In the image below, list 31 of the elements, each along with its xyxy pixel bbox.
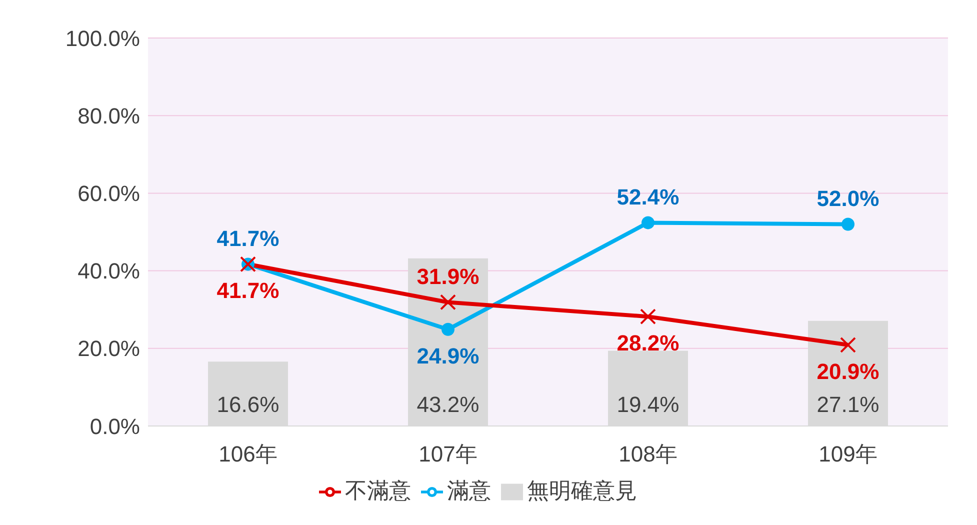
x-tick-label: 108年 xyxy=(618,442,678,467)
point xyxy=(842,218,854,231)
y-tick-label: 40.0% xyxy=(78,258,140,284)
y-tick-label: 80.0% xyxy=(78,103,140,128)
point xyxy=(442,322,454,336)
point xyxy=(440,294,456,310)
data-label: 52.4% xyxy=(616,184,680,210)
data-label: 24.9% xyxy=(416,343,480,368)
legend-label: 無明確意見 xyxy=(527,478,637,503)
data-label: 16.6% xyxy=(216,392,280,417)
x-tick-label: 107年 xyxy=(418,442,478,467)
point xyxy=(640,308,656,325)
y-tick-label: 20.0% xyxy=(78,336,140,362)
data-label: 43.2% xyxy=(416,392,480,417)
y-tick-label: 100.0% xyxy=(65,26,140,51)
x-tick-label: 106年 xyxy=(218,442,278,467)
x-tick-label: 109年 xyxy=(818,442,878,467)
legend-label: 不滿意 xyxy=(345,478,411,503)
data-label: 41.7% xyxy=(216,226,280,252)
legend-label: 滿意 xyxy=(447,478,491,503)
point xyxy=(840,336,856,353)
data-label: 28.2% xyxy=(616,330,680,356)
data-label: 31.9% xyxy=(416,264,480,290)
data-label: 19.4% xyxy=(616,392,680,417)
y-tick-label: 60.0% xyxy=(78,181,140,206)
data-label: 27.1% xyxy=(816,392,880,417)
point xyxy=(642,216,654,230)
data-label: 52.0% xyxy=(816,186,880,212)
data-label: 41.7% xyxy=(216,278,280,304)
data-label: 20.9% xyxy=(816,358,880,384)
y-tick-label: 0.0% xyxy=(90,414,140,439)
